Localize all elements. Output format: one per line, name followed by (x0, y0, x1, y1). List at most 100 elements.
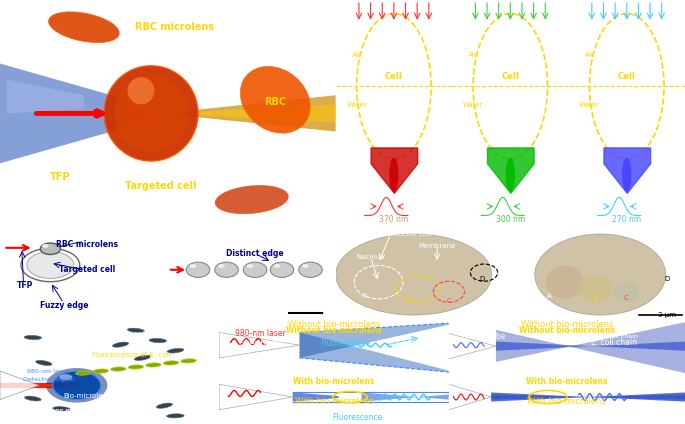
Text: Cell: Cell (501, 73, 519, 81)
Text: Bio-microlens: Bio-microlens (64, 393, 112, 399)
Text: RBC microlens: RBC microlens (56, 240, 119, 248)
Polygon shape (219, 384, 292, 410)
Text: Targeted cell: Targeted cell (59, 265, 115, 274)
Ellipse shape (614, 281, 638, 302)
Text: With bio-microlens: With bio-microlens (526, 377, 608, 386)
Ellipse shape (247, 264, 253, 268)
Polygon shape (0, 371, 40, 399)
Ellipse shape (535, 234, 666, 315)
Polygon shape (117, 95, 336, 131)
Text: Membrane: Membrane (419, 243, 456, 249)
Text: C: C (447, 298, 451, 304)
Ellipse shape (243, 262, 267, 277)
Text: Detection signal: Detection signal (23, 377, 74, 382)
Ellipse shape (240, 67, 310, 133)
Text: 300 nm: 300 nm (496, 215, 525, 224)
Text: Nucleus: Nucleus (357, 254, 385, 260)
Ellipse shape (167, 414, 184, 418)
Polygon shape (491, 393, 685, 402)
Ellipse shape (27, 252, 74, 279)
Ellipse shape (302, 264, 309, 268)
Text: E. coli: E. coli (125, 332, 147, 338)
Ellipse shape (53, 406, 70, 411)
Polygon shape (496, 322, 685, 373)
Text: a: a (7, 11, 14, 21)
Ellipse shape (42, 244, 49, 248)
Ellipse shape (215, 262, 238, 277)
Text: E. coli chain: E. coli chain (600, 334, 638, 339)
Text: Air: Air (352, 52, 362, 58)
Text: Fiber probe: Fiber probe (239, 413, 282, 422)
Text: Fiber probe: Fiber probe (44, 407, 88, 416)
Ellipse shape (336, 234, 492, 315)
Text: D: D (479, 276, 485, 282)
Text: Fluorescence: Fluorescence (332, 413, 382, 422)
Text: Cell: Cell (385, 73, 403, 81)
Polygon shape (491, 394, 685, 399)
Text: TFP: TFP (50, 172, 71, 182)
Ellipse shape (49, 12, 119, 42)
Polygon shape (299, 323, 449, 358)
Text: B: B (408, 298, 412, 304)
Text: 980-nm laser: 980-nm laser (235, 329, 286, 338)
Polygon shape (0, 64, 127, 163)
Text: Fiber probe: Fiber probe (462, 408, 506, 417)
Polygon shape (292, 393, 338, 402)
Ellipse shape (112, 343, 129, 347)
Text: Water: Water (580, 102, 600, 108)
Text: E. coli chain: E. coli chain (591, 414, 637, 424)
Text: Air: Air (469, 52, 478, 58)
Polygon shape (117, 104, 336, 123)
Text: B: B (593, 296, 598, 301)
Ellipse shape (273, 264, 280, 268)
Polygon shape (7, 79, 84, 114)
Polygon shape (449, 384, 491, 410)
Text: A: A (547, 293, 551, 298)
Ellipse shape (25, 335, 41, 340)
Ellipse shape (40, 243, 60, 254)
Ellipse shape (127, 77, 154, 104)
Ellipse shape (186, 262, 210, 277)
Ellipse shape (93, 369, 108, 373)
Text: 3 μm: 3 μm (658, 312, 675, 318)
Text: Distinct edge: Distinct edge (226, 249, 284, 258)
Ellipse shape (25, 396, 41, 401)
Ellipse shape (167, 349, 184, 353)
Polygon shape (496, 342, 685, 351)
Polygon shape (449, 333, 496, 359)
Text: A: A (362, 293, 367, 298)
Text: With bio-microlens: With bio-microlens (527, 396, 606, 406)
Text: TFP: TFP (17, 282, 34, 290)
Ellipse shape (149, 338, 166, 343)
Text: RBC: RBC (264, 97, 286, 107)
Text: 2 μm: 2 μm (257, 414, 273, 419)
Polygon shape (299, 332, 449, 372)
Text: Without bio-microlens: Without bio-microlens (286, 326, 382, 335)
Ellipse shape (134, 356, 151, 360)
Text: E. coli chain: E. coli chain (591, 338, 637, 347)
Ellipse shape (127, 328, 145, 332)
Ellipse shape (156, 403, 173, 408)
Text: Fuzzy edge: Fuzzy edge (40, 301, 88, 310)
Ellipse shape (35, 361, 53, 365)
Text: Without bio-microlens: Without bio-microlens (519, 326, 615, 335)
Text: Without bio-microlens: Without bio-microlens (521, 320, 613, 329)
Text: With bio-microlens: With bio-microlens (293, 377, 375, 386)
Ellipse shape (622, 158, 632, 192)
Text: Human epithelial cell: Human epithelial cell (357, 232, 432, 237)
Text: Air: Air (585, 52, 595, 58)
Ellipse shape (218, 264, 225, 268)
Text: Without bio-microlens: Without bio-microlens (288, 320, 380, 329)
Ellipse shape (114, 75, 188, 152)
Text: Fluorescence of E. coli: Fluorescence of E. coli (92, 352, 171, 358)
Ellipse shape (75, 371, 91, 375)
Ellipse shape (128, 365, 144, 369)
Ellipse shape (506, 158, 515, 192)
Polygon shape (219, 332, 299, 358)
Ellipse shape (104, 66, 198, 161)
Ellipse shape (270, 262, 294, 277)
Ellipse shape (59, 374, 73, 380)
Ellipse shape (53, 371, 101, 399)
Text: Water: Water (347, 102, 367, 108)
Ellipse shape (579, 276, 612, 302)
